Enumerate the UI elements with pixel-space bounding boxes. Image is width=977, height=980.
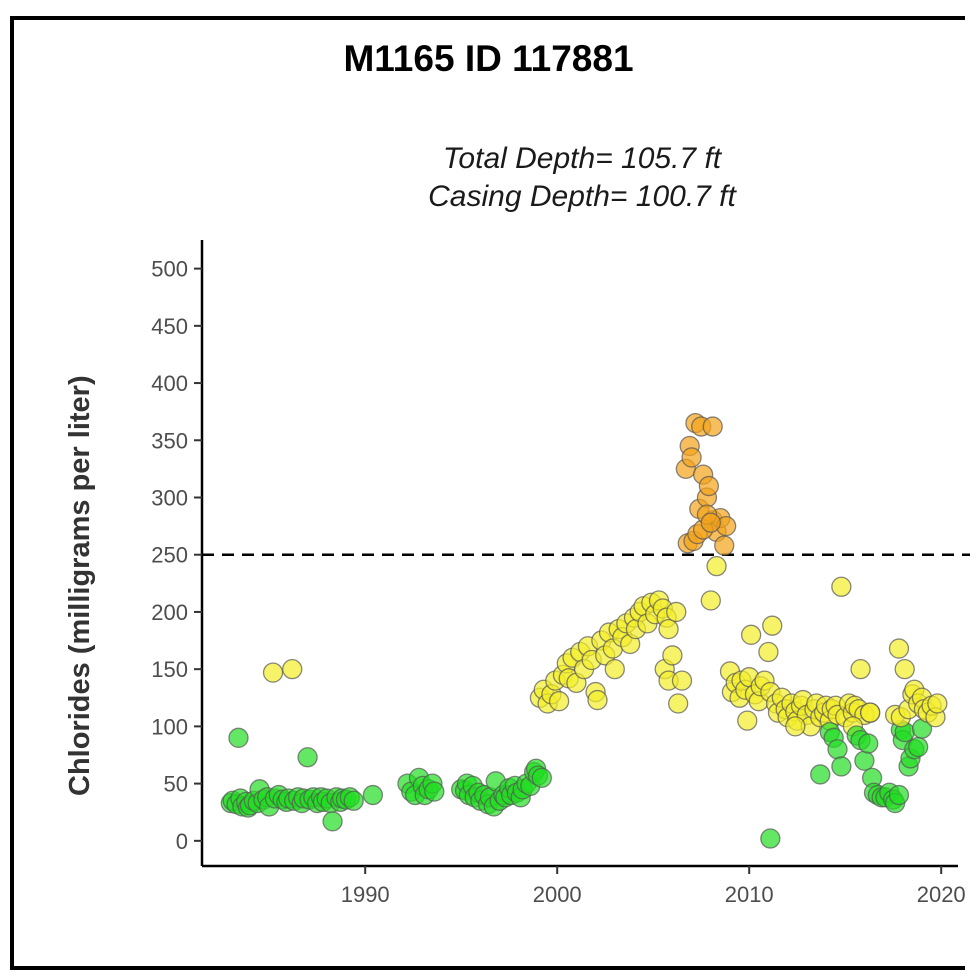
data-point [668, 693, 689, 714]
data-point [548, 691, 570, 712]
y-tick-label: 100 [151, 714, 188, 739]
y-tick-label: 0 [176, 829, 188, 854]
data-point [894, 659, 915, 680]
data-point [908, 736, 929, 758]
y-tick-label: 500 [151, 257, 188, 282]
data-point [698, 475, 720, 497]
y-tick-label: 200 [151, 600, 188, 625]
data-point [700, 590, 721, 611]
y-tick-label: 350 [151, 428, 188, 453]
data-point [700, 512, 721, 533]
chart-title: M1165 ID 117881 [343, 38, 634, 79]
data-point [424, 781, 445, 802]
x-tick-label: 2010 [725, 882, 774, 907]
data-point [262, 662, 284, 683]
y-tick-label: 150 [151, 657, 188, 682]
chart-subtitle-line1: Total Depth= 105.7 ft [442, 142, 722, 175]
x-tick-label: 2000 [533, 882, 582, 907]
data-point [827, 739, 848, 760]
data-point [858, 733, 879, 754]
data-point [702, 416, 723, 437]
data-point [854, 750, 875, 771]
data-point [658, 618, 679, 640]
data-point [343, 790, 364, 811]
y-tick-label: 400 [151, 371, 188, 396]
data-point [831, 576, 852, 597]
data-point [850, 659, 871, 680]
data-point [785, 716, 806, 737]
data-point [888, 638, 910, 659]
x-tick-label: 1990 [341, 882, 390, 907]
y-tick-label: 300 [151, 485, 188, 510]
data-point [604, 659, 625, 680]
data-point [740, 624, 762, 645]
data-point [760, 828, 781, 849]
data-point [662, 645, 683, 666]
data-point [671, 670, 693, 691]
data-point [531, 767, 552, 789]
data-point [927, 693, 948, 714]
data-point [860, 702, 881, 723]
data-point [228, 727, 249, 748]
data-point [831, 756, 852, 777]
data-point [666, 601, 687, 623]
data-point [888, 784, 910, 806]
data-point [587, 689, 608, 711]
data-point [362, 784, 384, 806]
data-point [681, 447, 702, 468]
data-point [322, 811, 343, 832]
y-tick-label: 50 [164, 772, 188, 797]
chart-subtitle-line2: Casing Depth= 100.7 ft [428, 180, 736, 213]
data-point [297, 747, 318, 768]
x-tick-label: 2020 [917, 882, 966, 907]
y-tick-label: 250 [151, 543, 188, 568]
data-point [282, 659, 303, 680]
data-point [714, 535, 735, 556]
y-tick-label: 450 [151, 314, 188, 339]
data-point [706, 556, 727, 577]
data-point [762, 615, 783, 636]
data-point [758, 641, 779, 663]
data-point [810, 764, 831, 785]
data-point [737, 710, 758, 731]
